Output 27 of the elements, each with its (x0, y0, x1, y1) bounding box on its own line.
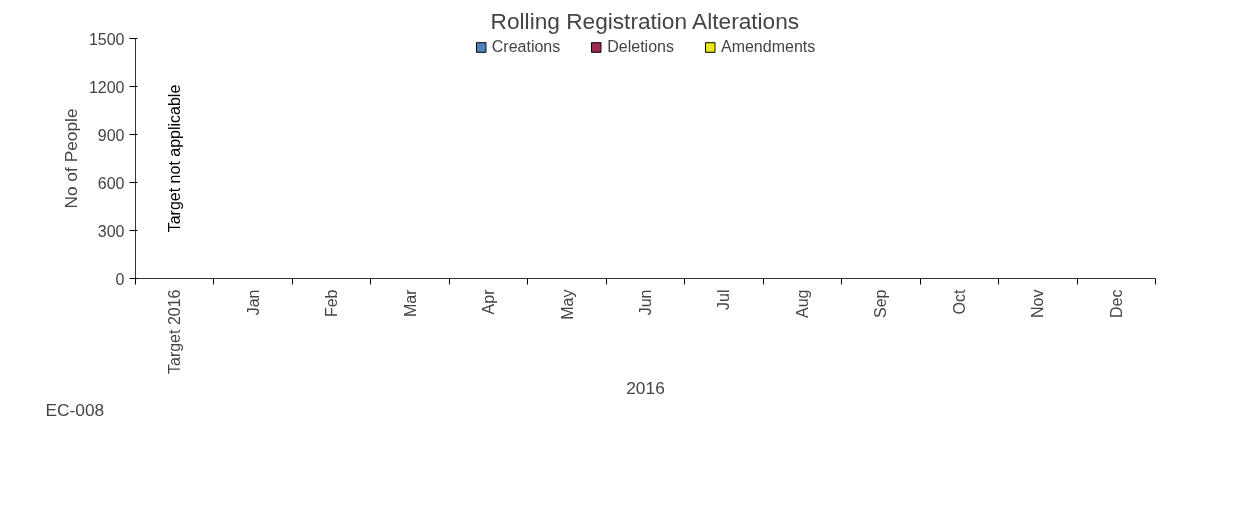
legend-label: Amendments (720, 38, 816, 56)
y-tick-label: 900 (97, 126, 125, 144)
legend-label: Creations (491, 38, 561, 56)
x-tick-label: Jun (637, 289, 654, 316)
y-tick-label: 1200 (88, 78, 125, 96)
y-tick-label: 1500 (88, 30, 125, 48)
annotation: Target not applicable (166, 84, 184, 233)
chart-title: Rolling Registration Alterations (490, 7, 800, 34)
x-tick-label: Apr (480, 288, 498, 315)
x-tick-label: Mar (401, 288, 419, 318)
x-tick-label: Aug (793, 289, 811, 318)
y-tick-label: 600 (97, 174, 125, 192)
text: EC-008 (45, 399, 105, 420)
x-tick-label: Jan (244, 289, 262, 316)
x-tick-label: Sep (872, 289, 890, 318)
y-tick-label: 0 (115, 270, 125, 288)
x-tick-label: Jul (715, 289, 733, 310)
x-axis-title: 2016 (626, 378, 665, 399)
x-tick-label: Dec (1107, 289, 1125, 318)
x-tick-label: Nov (1029, 289, 1047, 318)
y-axis-title: No of People (60, 108, 81, 209)
y-tick-label: 300 (97, 222, 125, 240)
x-tick-label: Oct (950, 288, 968, 315)
legend-label: Deletions (607, 38, 674, 56)
x-tick-label: Target 2016 (166, 289, 184, 375)
x-tick-label: May (558, 289, 576, 320)
x-tick-label: Feb (323, 289, 341, 318)
